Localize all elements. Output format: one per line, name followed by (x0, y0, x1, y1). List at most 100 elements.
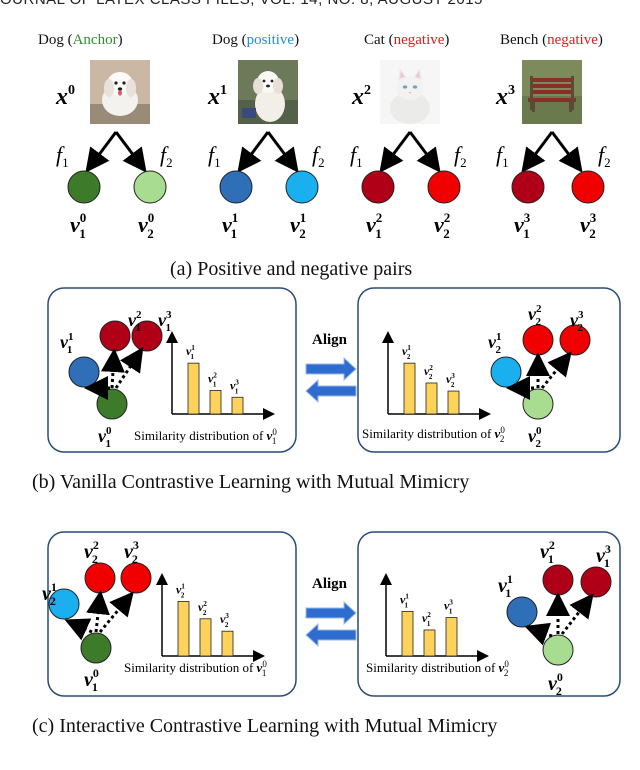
node-v1-0 (67, 170, 101, 204)
similarity-arrow (114, 347, 144, 389)
similarity-bar (209, 390, 222, 415)
v-label: v2 1 (366, 210, 382, 241)
v-label: v2 2 (434, 210, 450, 241)
similarity-bar (403, 362, 416, 415)
bench-image (522, 60, 582, 124)
align-left-arrow (305, 378, 357, 404)
node-v1-2 (361, 170, 395, 204)
align-right-arrow (305, 356, 357, 382)
node-v2-1 (285, 170, 319, 204)
v-label: v0 2 (138, 210, 154, 241)
bar-label: v1 2 (402, 344, 411, 361)
f2-label: f2 (454, 142, 467, 170)
dog-positive-image (238, 60, 298, 124)
v-label-anchor: v0 2 (548, 670, 563, 698)
align-label: Align (312, 332, 348, 348)
f1-label: f1 (350, 142, 363, 170)
node-anchor (96, 388, 128, 420)
node-v2-3 (571, 170, 605, 204)
bar-label: v3 1 (230, 378, 239, 395)
node-negative (522, 324, 554, 356)
similarity-bar (445, 617, 458, 657)
pair-label-anchor: Dog (Anchor) (38, 32, 123, 48)
cat-image (380, 60, 440, 124)
node-positive (506, 596, 538, 628)
node-negative (120, 562, 152, 594)
node-positive (490, 356, 522, 388)
pair-word: Dog (38, 32, 64, 48)
similarity-arrow (540, 351, 572, 389)
left-histogram: v1 1 v2 1 v3 1 (166, 331, 275, 420)
left-histogram: v1 2 v2 2 v3 2 (156, 573, 265, 662)
v-label-negative: v3 1 (158, 309, 172, 334)
similarity-bar (423, 629, 436, 657)
right-histogram: v1 1 v2 1 v3 1 (380, 573, 489, 662)
bar-label: v1 1 (400, 592, 409, 609)
f1-label: f1 (208, 142, 221, 170)
similarity-bar (177, 601, 190, 657)
bar-label: v1 2 (176, 582, 185, 599)
f2-label: f2 (312, 142, 325, 170)
v-label-positive: v1 2 (42, 580, 57, 608)
v-label-negative: v2 2 (84, 538, 99, 566)
similarity-caption: Similarity distribution of v0 2 (362, 425, 505, 444)
similarity-caption: Similarity distribution of v0 2 (366, 659, 509, 678)
similarity-arrow (64, 618, 93, 641)
right-panel-box (357, 287, 621, 453)
v-label-anchor: v0 1 (98, 425, 112, 450)
pair-word: Bench (500, 32, 539, 48)
similarity-caption: Similarity distribution of v0 1 (124, 659, 267, 678)
x-label-2: x2 (351, 83, 371, 110)
f1-label: f1 (56, 142, 69, 170)
similarity-bar (401, 610, 414, 657)
node-negative (580, 566, 612, 598)
x-label-1: x1 (207, 83, 227, 110)
caption-a: (a) Positive and negative pairs (170, 258, 413, 280)
f2-label: f2 (160, 142, 173, 170)
caption-c: (c) Interactive Contrastive Learning wit… (32, 715, 498, 737)
node-v2-0 (133, 170, 167, 204)
v-label-positive: v1 1 (60, 331, 73, 356)
node-negative (559, 324, 591, 356)
x-label-0: x0 (55, 83, 75, 110)
similarity-arrow (560, 593, 594, 635)
bar-label: v1 1 (186, 344, 195, 361)
v-label-negative: v2 1 (540, 538, 555, 566)
align-right-arrow (305, 600, 357, 626)
similarity-arrow (86, 590, 110, 633)
similarity-bar (425, 382, 438, 415)
node-anchor (80, 632, 112, 664)
pair-label-cat-negative: Cat (negative) (364, 32, 450, 48)
pair-label-bench-negative: Bench (negative) (500, 32, 603, 48)
pair-word: Cat (364, 32, 385, 48)
v-label-positive: v1 2 (488, 331, 502, 356)
node-anchor (522, 388, 554, 420)
similarity-bar (187, 362, 200, 415)
dog-anchor-image (90, 60, 150, 124)
bar-label: v3 2 (220, 612, 229, 629)
similarity-bar (447, 390, 460, 415)
similarity-bar (221, 630, 234, 657)
node-negative (84, 562, 116, 594)
panel-c: Align v1 2 v2 2 v3 2 v0 1 v1 2 v2 2 v3 2 Similarity dis… (42, 531, 621, 698)
node-negative (131, 320, 163, 352)
similarity-arrow (98, 591, 134, 633)
align-left-arrow (305, 622, 357, 648)
v-label-negative: v3 2 (124, 538, 139, 566)
bar-label: v3 1 (444, 599, 453, 616)
v-label-negative: v3 1 (596, 542, 611, 570)
x-label-3: x3 (495, 83, 515, 110)
v-label-anchor: v0 2 (528, 425, 542, 450)
node-v1-1 (219, 170, 253, 204)
node-negative (99, 320, 131, 352)
node-positive (68, 356, 100, 388)
pair-label-positive: Dog (positive) (212, 32, 300, 48)
similarity-bar (199, 618, 212, 657)
v-label: v3 2 (580, 210, 597, 241)
v-label-anchor: v0 1 (84, 666, 99, 694)
pair-role: negative (393, 32, 445, 48)
pairs-diagram: x0 x1 x2 x3 f1 f2 f1 f2 f1 f2 f1 f2 (55, 83, 611, 241)
node-v2-2 (427, 170, 461, 204)
page-header: OURNAL OF LATEX CLASS FILES, VOL. 14, NO… (0, 0, 640, 8)
v-label: v1 1 (222, 210, 238, 241)
